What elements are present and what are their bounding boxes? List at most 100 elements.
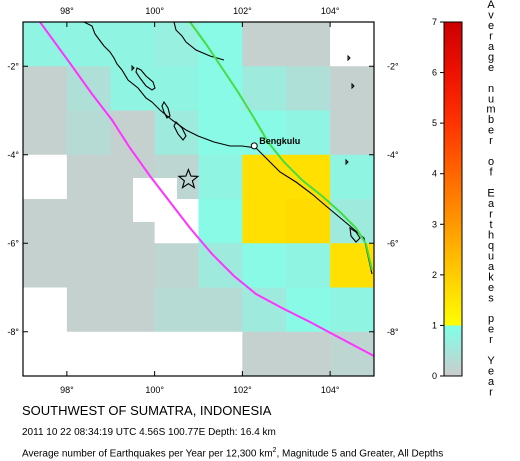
colorbar-title-letter: A — [487, 0, 495, 11]
lat-label-right: -6° — [387, 238, 399, 248]
rate-cell — [242, 243, 287, 288]
colorbar-title-letter: o — [488, 156, 494, 168]
colorbar-title-letter: r — [489, 208, 493, 220]
rate-cell — [66, 287, 112, 333]
rate-cell — [66, 22, 112, 67]
lat-label-left: -8° — [7, 327, 19, 337]
rate-cell — [198, 110, 243, 156]
rate-cell — [23, 199, 68, 244]
colorbar-title-letter: r — [489, 30, 493, 42]
sumatra-coastline-north — [173, 22, 225, 61]
region-title: SOUTHWEST OF SUMATRA, INDONESIA — [22, 403, 272, 418]
colorbar-tick-label: 0 — [432, 371, 437, 381]
islet — [345, 158, 349, 166]
rate-cell — [110, 66, 155, 111]
rate-cell — [198, 154, 243, 200]
islet — [351, 82, 355, 90]
epicenter-star-icon — [177, 167, 200, 189]
lon-label-top: 98° — [60, 6, 74, 16]
enggano-island — [349, 226, 361, 243]
rate-cell — [23, 287, 68, 333]
colorbar-tick-label: 4 — [432, 169, 437, 179]
colorbar-title-letter: f — [489, 167, 493, 179]
nodata-patch — [133, 178, 177, 222]
colorbar-bar — [443, 21, 463, 377]
colorbar-title-letter: Y — [487, 355, 495, 367]
sunda-trench — [39, 22, 374, 357]
colorbar-title-letter: t — [489, 219, 492, 231]
city-marker — [250, 142, 258, 150]
rate-cell — [330, 154, 374, 200]
colorbar-title-letter: r — [489, 334, 493, 346]
city-label: Bengkulu — [259, 136, 300, 146]
colorbar-title-letter: a — [488, 41, 495, 53]
rate-cell — [286, 287, 331, 333]
islet — [347, 54, 351, 62]
colorbar-title-letter: p — [488, 313, 494, 325]
rate-cell — [154, 287, 199, 333]
rate-cell — [198, 243, 243, 288]
rate-cell — [66, 199, 112, 244]
rate-cell — [286, 154, 331, 200]
lat-label-left: -6° — [7, 238, 19, 248]
colorbar-title-letter: k — [488, 271, 494, 283]
rate-cell — [66, 154, 112, 200]
rate-cell — [23, 66, 68, 111]
colorbar-ticks: 0 1 2 3 4 5 6 7 — [432, 17, 444, 381]
colorbar-tick-label: 6 — [432, 68, 437, 78]
colorbar-title-letter: m — [486, 104, 495, 116]
colorbar-title-letter: v — [488, 9, 494, 21]
colorbar-title-letter: a — [488, 261, 495, 273]
colorbar-title-letter: r — [489, 387, 493, 399]
colorbar-tick-label: 2 — [432, 270, 437, 280]
rate-cell — [330, 287, 374, 333]
rate-cell — [242, 110, 287, 156]
map-description: Average number of Earthquakes per Year p… — [22, 447, 444, 460]
colorbar-title-letter: e — [488, 62, 494, 74]
colorbar-title-letter: e — [488, 324, 494, 336]
colorbar-title-letter: s — [488, 292, 494, 304]
lat-label-left: -4° — [7, 150, 19, 160]
rate-cell — [242, 154, 287, 200]
rate-cell — [330, 66, 374, 111]
rate-cell — [242, 22, 287, 67]
rate-cell — [242, 287, 287, 333]
lon-label-bottom: 100° — [145, 385, 164, 395]
rate-cell — [330, 331, 374, 376]
sipora-island — [161, 100, 171, 119]
rate-cell — [66, 243, 112, 288]
colorbar-title-letter: e — [488, 282, 494, 294]
rate-cell — [198, 199, 243, 244]
lat-label-right: -2° — [387, 61, 399, 71]
rate-cell — [286, 331, 331, 376]
lon-label-bottom: 102° — [233, 385, 252, 395]
colorbar-title-letter: e — [488, 366, 494, 378]
lat-label-left: -2° — [7, 61, 19, 71]
rate-cell — [286, 110, 331, 156]
rate-cell — [286, 199, 331, 244]
rate-cell — [110, 22, 155, 67]
colorbar-title-letter: h — [488, 229, 494, 241]
rate-cell — [198, 331, 243, 376]
pagai-island — [173, 121, 187, 141]
islet — [131, 64, 135, 72]
rate-cell — [23, 243, 68, 288]
rate-cell — [198, 287, 243, 333]
rate-cell — [286, 66, 331, 111]
lon-label-bottom: 104° — [321, 385, 340, 395]
colorbar-title-letter: r — [489, 135, 493, 147]
colorbar-tick-label: 1 — [432, 320, 437, 330]
lat-label-right: -8° — [387, 327, 399, 337]
colorbar-title-letter: q — [488, 240, 494, 252]
rate-cell — [330, 199, 374, 244]
rate-cell — [23, 154, 68, 200]
rate-cell — [110, 110, 155, 156]
rate-cell — [242, 199, 287, 244]
rate-cell — [110, 287, 155, 333]
sumatra-coastline — [83, 22, 373, 275]
rate-grid — [23, 22, 374, 376]
lat-label-right: -4° — [387, 150, 399, 160]
map-ticks: 98° 98° 100° 100° 102° 102° 104° 104° -2° -2° -4° -… — [7, 6, 399, 395]
sumatran-fault — [189, 22, 373, 271]
